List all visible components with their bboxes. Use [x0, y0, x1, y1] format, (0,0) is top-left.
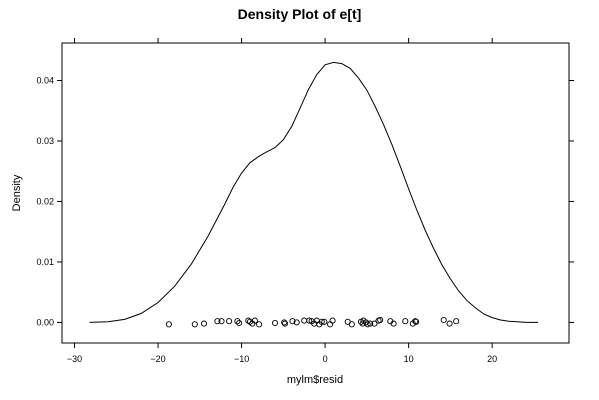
rug-point	[289, 318, 296, 325]
rug-point	[245, 317, 252, 324]
y-axis-label: Density	[11, 174, 23, 211]
rug-point	[446, 320, 453, 327]
chart-title: Density Plot of e[t]	[238, 6, 362, 22]
rug-point	[318, 318, 325, 325]
rug-point	[402, 318, 409, 325]
rug-point	[281, 320, 289, 327]
rug-point	[390, 320, 397, 327]
rug-point	[440, 316, 447, 324]
rug-point	[364, 321, 371, 328]
rug-point	[413, 318, 420, 325]
density-curve	[89, 61, 539, 323]
x-tick-label: −30	[67, 354, 82, 364]
rug-point	[377, 316, 384, 324]
rug-point	[321, 318, 328, 325]
rug-point	[214, 318, 221, 325]
rug-point	[412, 318, 419, 325]
y-tick-label: 0.00	[36, 317, 54, 327]
rug-point	[367, 320, 374, 327]
rug-point	[362, 319, 370, 326]
rug-point	[306, 317, 313, 324]
x-tick-label: −20	[150, 354, 165, 364]
rug-point	[293, 319, 300, 326]
x-tick-label: 10	[404, 354, 414, 364]
rug-point	[251, 317, 258, 324]
x-tick-label: 0	[323, 354, 328, 364]
y-tick-label: 0.02	[36, 196, 54, 206]
rug-point	[191, 321, 198, 328]
rug-point	[281, 319, 288, 326]
rug-point	[236, 319, 243, 327]
y-tick-label: 0.01	[36, 257, 54, 267]
rug-point	[271, 319, 279, 327]
y-tick-label: 0.03	[36, 136, 54, 146]
rug-point	[200, 320, 208, 327]
rug-point	[226, 318, 233, 325]
rug-point	[327, 321, 334, 328]
axis-ticks: −30 −20 −10 0 10 20 0.00 0.01 0.02 0.03 0.04	[36, 38, 574, 364]
x-tick-label: 20	[487, 354, 497, 364]
rug-point	[234, 318, 241, 325]
rug-point	[301, 317, 308, 324]
rug-point	[348, 321, 355, 328]
rug-point	[453, 318, 460, 325]
rug-point	[256, 321, 263, 328]
x-axis-label: mylm$resid	[287, 374, 343, 386]
plot-frame	[61, 42, 570, 344]
rug-points	[165, 316, 460, 328]
rug-point	[218, 318, 225, 325]
rug-point	[165, 321, 172, 328]
rug-point	[371, 320, 378, 327]
y-tick-label: 0.04	[36, 76, 54, 86]
rug-point	[329, 317, 336, 324]
x-tick-label: −10	[234, 354, 249, 364]
